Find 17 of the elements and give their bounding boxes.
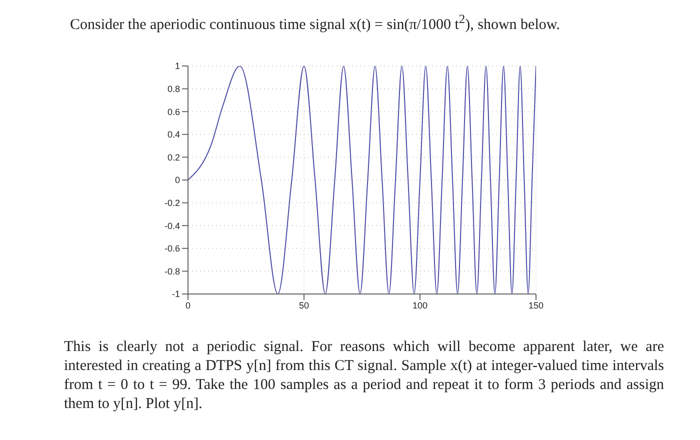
y-tick-label: -0.8: [164, 266, 180, 276]
y-tick-label: 0: [174, 175, 180, 186]
y-tick-label: 1: [174, 61, 180, 72]
y-tick-label: 0.2: [167, 152, 180, 162]
chart-title: Consider the aperiodic continuous time signal x(t) = sin(π/1000 t$^{2}$), shown below.: [70, 12, 560, 33]
x-tick-label: 100: [412, 300, 428, 310]
x-tick-label: 50: [298, 300, 310, 310]
x-tick-label: 150: [528, 300, 544, 310]
x-tick-label: 0: [185, 300, 191, 310]
y-tick-label: 0.4: [167, 130, 180, 140]
y-tick-label: -0.4: [164, 220, 180, 231]
text: This is clearly not a periodic signal. For reasons which will become apparent later, we are interested in creating a DTPS y[n] from this CT signal. Sample x(t) at integer-valued time intervals from t = 0 to t = 99. Take the 100 samples as a period and repeat it to form 3 periods and assign them to y[n]. Plot y[n].: [64, 339, 664, 412]
y-tick-label: -0.6: [164, 244, 180, 254]
y-tick-label: -1: [172, 289, 180, 300]
y-tick-label: 0.8: [167, 84, 180, 94]
y-tick-label: 0.6: [167, 106, 180, 117]
y-tick-label: -0.2: [164, 198, 180, 208]
